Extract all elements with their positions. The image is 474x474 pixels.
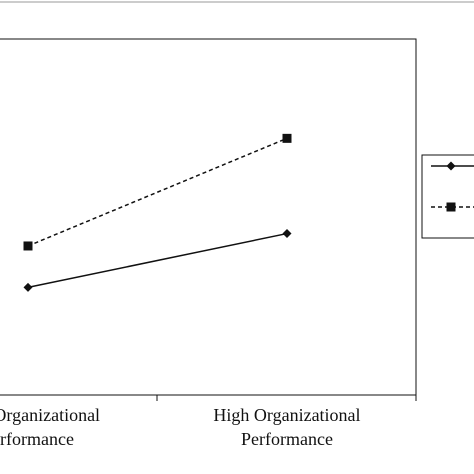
plot-area — [0, 38, 417, 396]
x-tick-label: High Organizational Performance — [213, 405, 360, 449]
legend-swatch-marker — [446, 161, 456, 171]
series-1-point — [23, 282, 33, 292]
legend-entry-1 — [431, 161, 474, 171]
series-2-point — [282, 133, 292, 143]
x-tick-label-line: Performance — [241, 429, 333, 449]
series-layer — [23, 133, 292, 292]
series-2-line — [27, 137, 288, 247]
x-tick-label-line: High Organizational — [213, 405, 360, 425]
series-2-point — [23, 241, 33, 251]
legend-swatch-marker — [446, 202, 456, 212]
legend-box — [421, 154, 474, 239]
series-1-line — [27, 232, 288, 289]
x-tick-label: Low Organizational Performance — [0, 405, 100, 449]
legend — [421, 154, 474, 239]
legend-entry-2 — [431, 202, 474, 212]
series-1 — [23, 229, 292, 292]
series-1-point — [282, 229, 292, 239]
x-tick-label-line: Performance — [0, 429, 74, 449]
series-2 — [23, 133, 292, 251]
x-tick-labels: Low OrganizationalPerformanceHigh Organi… — [0, 405, 361, 449]
x-tick-label-line: Low Organizational — [0, 405, 100, 425]
